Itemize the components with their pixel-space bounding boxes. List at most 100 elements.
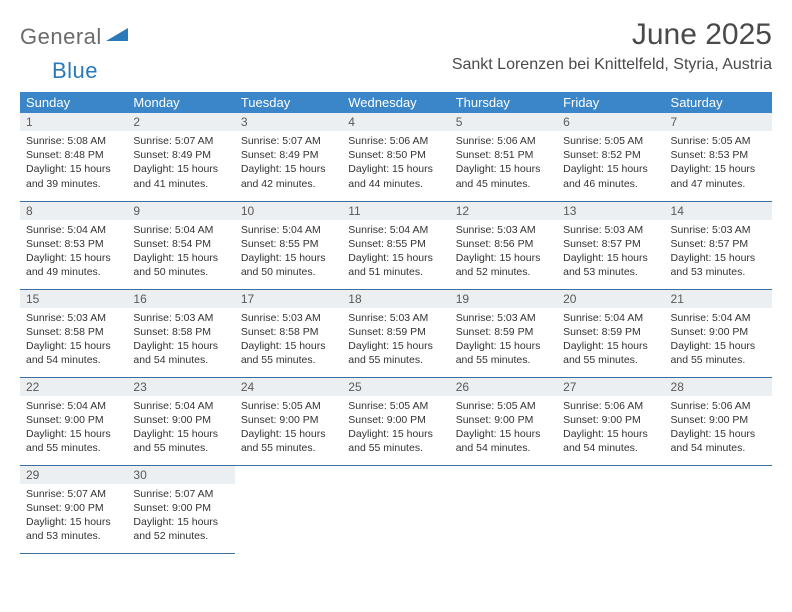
calendar-cell: 23Sunrise: 5:04 AMSunset: 9:00 PMDayligh… bbox=[127, 377, 234, 465]
day-line-d1: Daylight: 15 hours bbox=[563, 251, 658, 265]
calendar-cell: 12Sunrise: 5:03 AMSunset: 8:56 PMDayligh… bbox=[450, 201, 557, 289]
day-body: Sunrise: 5:03 AMSunset: 8:58 PMDaylight:… bbox=[127, 308, 234, 372]
day-line-sr: Sunrise: 5:04 AM bbox=[26, 399, 121, 413]
day-line-d1: Daylight: 15 hours bbox=[241, 427, 336, 441]
day-line-d1: Daylight: 15 hours bbox=[26, 339, 121, 353]
day-line-ss: Sunset: 9:00 PM bbox=[133, 413, 228, 427]
day-number: 18 bbox=[342, 290, 449, 308]
day-line-d2: and 55 minutes. bbox=[133, 441, 228, 455]
calendar-cell: 8Sunrise: 5:04 AMSunset: 8:53 PMDaylight… bbox=[20, 201, 127, 289]
day-line-d2: and 55 minutes. bbox=[348, 353, 443, 367]
day-line-sr: Sunrise: 5:08 AM bbox=[26, 134, 121, 148]
day-line-d2: and 54 minutes. bbox=[26, 353, 121, 367]
day-line-d2: and 49 minutes. bbox=[26, 265, 121, 279]
calendar-cell bbox=[557, 465, 664, 553]
location: Sankt Lorenzen bei Knittelfeld, Styria, … bbox=[452, 56, 772, 74]
calendar-cell: 18Sunrise: 5:03 AMSunset: 8:59 PMDayligh… bbox=[342, 289, 449, 377]
day-body: Sunrise: 5:03 AMSunset: 8:56 PMDaylight:… bbox=[450, 220, 557, 284]
calendar-cell bbox=[342, 465, 449, 553]
day-line-ss: Sunset: 8:53 PM bbox=[26, 237, 121, 251]
day-body: Sunrise: 5:07 AMSunset: 9:00 PMDaylight:… bbox=[127, 484, 234, 548]
day-number: 2 bbox=[127, 113, 234, 131]
day-line-ss: Sunset: 9:00 PM bbox=[671, 325, 766, 339]
calendar-cell bbox=[450, 465, 557, 553]
day-line-ss: Sunset: 8:53 PM bbox=[671, 148, 766, 162]
day-line-d1: Daylight: 15 hours bbox=[671, 162, 766, 176]
day-number: 14 bbox=[665, 202, 772, 220]
day-body: Sunrise: 5:04 AMSunset: 8:59 PMDaylight:… bbox=[557, 308, 664, 372]
day-line-d1: Daylight: 15 hours bbox=[26, 251, 121, 265]
day-line-d1: Daylight: 15 hours bbox=[241, 251, 336, 265]
logo-text-general: General bbox=[20, 24, 102, 50]
day-line-sr: Sunrise: 5:07 AM bbox=[241, 134, 336, 148]
day-line-d2: and 53 minutes. bbox=[563, 265, 658, 279]
day-body: Sunrise: 5:03 AMSunset: 8:57 PMDaylight:… bbox=[665, 220, 772, 284]
day-line-ss: Sunset: 9:00 PM bbox=[348, 413, 443, 427]
day-body: Sunrise: 5:04 AMSunset: 8:55 PMDaylight:… bbox=[342, 220, 449, 284]
dayname: Thursday bbox=[450, 92, 557, 113]
day-line-sr: Sunrise: 5:05 AM bbox=[348, 399, 443, 413]
calendar-cell: 29Sunrise: 5:07 AMSunset: 9:00 PMDayligh… bbox=[20, 465, 127, 553]
calendar-cell: 14Sunrise: 5:03 AMSunset: 8:57 PMDayligh… bbox=[665, 201, 772, 289]
calendar-cell bbox=[235, 465, 342, 553]
calendar-row: 22Sunrise: 5:04 AMSunset: 9:00 PMDayligh… bbox=[20, 377, 772, 465]
calendar-cell: 27Sunrise: 5:06 AMSunset: 9:00 PMDayligh… bbox=[557, 377, 664, 465]
day-line-d1: Daylight: 15 hours bbox=[133, 515, 228, 529]
day-body: Sunrise: 5:03 AMSunset: 8:59 PMDaylight:… bbox=[450, 308, 557, 372]
day-line-d1: Daylight: 15 hours bbox=[241, 339, 336, 353]
day-line-ss: Sunset: 8:55 PM bbox=[348, 237, 443, 251]
day-line-sr: Sunrise: 5:04 AM bbox=[241, 223, 336, 237]
dayname: Monday bbox=[127, 92, 234, 113]
calendar-row: 29Sunrise: 5:07 AMSunset: 9:00 PMDayligh… bbox=[20, 465, 772, 553]
day-body: Sunrise: 5:06 AMSunset: 8:50 PMDaylight:… bbox=[342, 131, 449, 195]
day-number: 15 bbox=[20, 290, 127, 308]
day-body: Sunrise: 5:04 AMSunset: 8:55 PMDaylight:… bbox=[235, 220, 342, 284]
day-line-sr: Sunrise: 5:07 AM bbox=[133, 487, 228, 501]
day-number: 25 bbox=[342, 378, 449, 396]
day-line-d1: Daylight: 15 hours bbox=[26, 162, 121, 176]
day-line-d2: and 45 minutes. bbox=[456, 177, 551, 191]
day-line-ss: Sunset: 8:58 PM bbox=[241, 325, 336, 339]
day-line-ss: Sunset: 8:49 PM bbox=[241, 148, 336, 162]
day-line-d2: and 55 minutes. bbox=[241, 353, 336, 367]
calendar-cell: 22Sunrise: 5:04 AMSunset: 9:00 PMDayligh… bbox=[20, 377, 127, 465]
calendar-cell: 11Sunrise: 5:04 AMSunset: 8:55 PMDayligh… bbox=[342, 201, 449, 289]
day-line-sr: Sunrise: 5:03 AM bbox=[133, 311, 228, 325]
day-line-ss: Sunset: 8:54 PM bbox=[133, 237, 228, 251]
day-line-d2: and 55 minutes. bbox=[671, 353, 766, 367]
day-number: 19 bbox=[450, 290, 557, 308]
logo-text-blue: Blue bbox=[52, 58, 98, 83]
day-line-ss: Sunset: 9:00 PM bbox=[456, 413, 551, 427]
day-body: Sunrise: 5:04 AMSunset: 9:00 PMDaylight:… bbox=[20, 396, 127, 460]
day-line-d1: Daylight: 15 hours bbox=[348, 339, 443, 353]
day-line-ss: Sunset: 8:49 PM bbox=[133, 148, 228, 162]
day-number: 4 bbox=[342, 113, 449, 131]
day-line-d2: and 47 minutes. bbox=[671, 177, 766, 191]
dayname: Tuesday bbox=[235, 92, 342, 113]
day-line-ss: Sunset: 8:58 PM bbox=[133, 325, 228, 339]
day-number: 27 bbox=[557, 378, 664, 396]
day-line-d1: Daylight: 15 hours bbox=[671, 427, 766, 441]
day-line-d2: and 55 minutes. bbox=[456, 353, 551, 367]
day-line-d2: and 51 minutes. bbox=[348, 265, 443, 279]
calendar-table: Sunday Monday Tuesday Wednesday Thursday… bbox=[20, 92, 772, 554]
calendar-cell: 21Sunrise: 5:04 AMSunset: 9:00 PMDayligh… bbox=[665, 289, 772, 377]
calendar-cell: 28Sunrise: 5:06 AMSunset: 9:00 PMDayligh… bbox=[665, 377, 772, 465]
day-body: Sunrise: 5:05 AMSunset: 9:00 PMDaylight:… bbox=[342, 396, 449, 460]
day-line-ss: Sunset: 8:51 PM bbox=[456, 148, 551, 162]
day-line-d2: and 46 minutes. bbox=[563, 177, 658, 191]
calendar-cell: 3Sunrise: 5:07 AMSunset: 8:49 PMDaylight… bbox=[235, 113, 342, 201]
day-line-d1: Daylight: 15 hours bbox=[671, 251, 766, 265]
day-body: Sunrise: 5:04 AMSunset: 8:53 PMDaylight:… bbox=[20, 220, 127, 284]
day-body: Sunrise: 5:03 AMSunset: 8:57 PMDaylight:… bbox=[557, 220, 664, 284]
day-number: 13 bbox=[557, 202, 664, 220]
day-line-sr: Sunrise: 5:05 AM bbox=[241, 399, 336, 413]
day-number: 6 bbox=[557, 113, 664, 131]
day-body: Sunrise: 5:04 AMSunset: 9:00 PMDaylight:… bbox=[127, 396, 234, 460]
day-line-sr: Sunrise: 5:05 AM bbox=[563, 134, 658, 148]
day-line-d2: and 52 minutes. bbox=[133, 529, 228, 543]
day-line-sr: Sunrise: 5:03 AM bbox=[563, 223, 658, 237]
day-body: Sunrise: 5:05 AMSunset: 8:52 PMDaylight:… bbox=[557, 131, 664, 195]
day-line-sr: Sunrise: 5:07 AM bbox=[26, 487, 121, 501]
day-line-ss: Sunset: 9:00 PM bbox=[133, 501, 228, 515]
